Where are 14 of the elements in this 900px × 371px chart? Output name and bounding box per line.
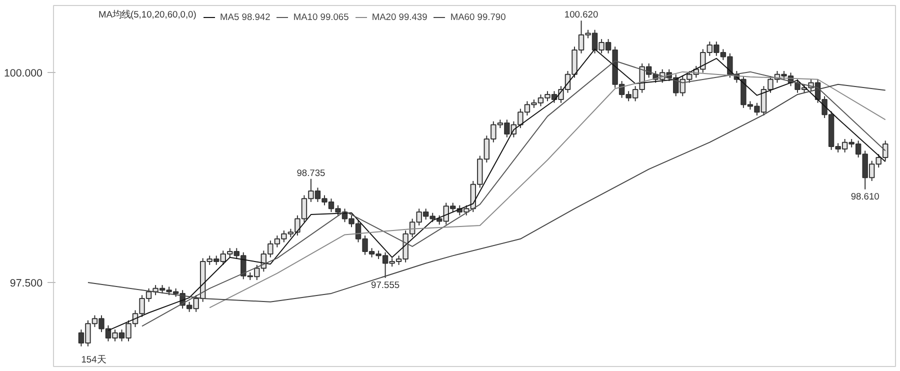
y-tick-label: 100.000 xyxy=(4,68,43,80)
annotation: 100.620 xyxy=(564,10,598,20)
legend-label: MA20 99.439 xyxy=(372,12,428,22)
legend-title: MA均线(5,10,20,60,0,0) xyxy=(98,10,196,20)
line-series xyxy=(209,71,886,308)
annotation: 98.610 xyxy=(850,191,880,202)
legend-label: MA5 98.942 xyxy=(220,12,270,22)
line-series xyxy=(87,84,886,302)
y-tick-label: 97.500 xyxy=(10,278,43,290)
annotation: 98.735 xyxy=(296,168,326,178)
annotation: 97.555 xyxy=(371,280,400,290)
legend-label: MA60 99.790 xyxy=(450,12,506,22)
legend-label: MA10 99.065 xyxy=(293,12,349,22)
annotation: 154天 xyxy=(81,354,106,364)
